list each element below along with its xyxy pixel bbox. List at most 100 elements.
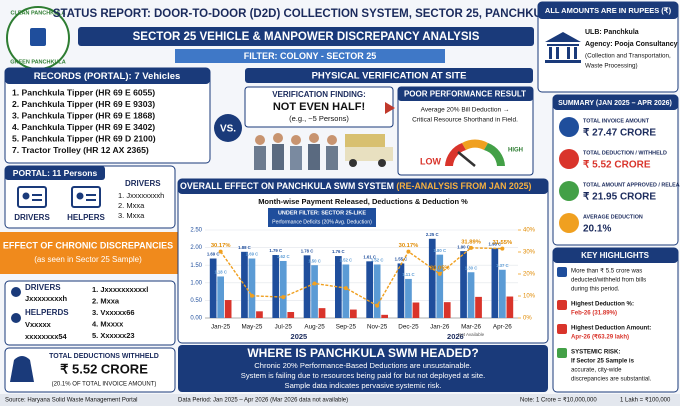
- bar-value-label: 1.11 C: [402, 272, 414, 277]
- driver-name: Jxxxxxxxxh: [25, 294, 68, 303]
- highlight-line: Feb-26 (31.89%): [571, 310, 617, 317]
- line-point: [281, 295, 286, 300]
- effect-subtitle: (as seen in Sector 25 Sample): [34, 255, 142, 264]
- line-point: [249, 293, 254, 298]
- bar-value-label: 2.25 C: [426, 232, 439, 237]
- gauge-needle: [457, 151, 476, 167]
- summary-icon: [559, 181, 579, 201]
- chart-title-note: (RE-ANALYSIS FROM JAN 2025): [396, 181, 531, 191]
- total-title: TOTAL DEDUCTIONS WITHHELD: [49, 353, 159, 360]
- records-header: [5, 68, 210, 84]
- highlight-line: discrepancies are substantial.: [571, 376, 652, 383]
- logo-text: CLEAN PANCHKULA: [11, 10, 66, 16]
- summary-icon: [559, 213, 579, 233]
- year-label: 2025: [291, 332, 308, 341]
- summary-icon: [559, 117, 579, 137]
- x-tick-label: May-25: [241, 324, 262, 331]
- footer-lakh: 1 Lakh = ₹100,000: [620, 397, 671, 404]
- bar-value-label: 1.30 C: [465, 265, 478, 270]
- info-line: Waste Processing): [585, 63, 638, 70]
- bar-value-label: 1.50 C: [308, 258, 321, 263]
- highlight-line: deducted/withheld from bills: [571, 277, 646, 284]
- summary-value: 20.1%: [583, 224, 611, 235]
- x-tick-label: Sep-25: [336, 324, 357, 331]
- logo-bin: [30, 28, 46, 46]
- total-note: (20.1% OF TOTAL INVOICE AMOUNT): [52, 382, 157, 388]
- line-point: [218, 249, 223, 254]
- line-point: [375, 303, 380, 308]
- annotation: Not Available: [458, 332, 485, 337]
- names-drivers-title: DRIVERS: [25, 283, 61, 292]
- bar: [303, 255, 311, 318]
- bar: [475, 296, 482, 318]
- bar-value-label: 1.76 C: [332, 249, 345, 254]
- y-tick-label: 2.00: [190, 245, 202, 251]
- footer-note: Note: 1 Crore = ₹10,000,000: [520, 397, 597, 404]
- y-tick-label: 0.50: [190, 298, 202, 304]
- outlook-line: Sample data indicates pervasive systemic…: [285, 381, 442, 390]
- summary-value: ₹ 5.52 CRORE: [583, 160, 651, 171]
- name-item: 3. Vxxxxx66: [92, 308, 135, 317]
- record-item: 3. Panchkula Tipper (HR 69 E 1868): [12, 110, 155, 120]
- highlight-line: during this period.: [571, 286, 620, 293]
- x-tick-label: Jul-25: [275, 324, 293, 331]
- building-icon: [545, 32, 581, 63]
- bar: [443, 302, 451, 318]
- portal-list-item: 2. Mxxa: [118, 201, 145, 210]
- logo-text: GREEN PANCHKULA: [10, 59, 66, 65]
- subtitle-banner: [78, 27, 534, 46]
- bar: [272, 254, 280, 318]
- bar-value-label: 1.62 C: [277, 254, 290, 259]
- bar: [287, 312, 295, 318]
- bar-value-label: 1.52 C: [340, 258, 353, 263]
- record-item: 2. Panchkula Tipper (HR 69 E 9303): [12, 99, 155, 109]
- chart-title: OVERALL EFFECT ON PANCHKULA SWM SYSTEM (…: [180, 181, 532, 191]
- arrow: [385, 102, 395, 114]
- chart-note: Performance Deficits (20% Avg. Deduction…: [272, 219, 372, 225]
- bar-value-label: 1.69 C: [207, 252, 220, 257]
- bar-value-label: 1.88 C: [238, 245, 251, 250]
- bar-value-label: 1.37 C: [496, 263, 509, 268]
- title: STATUS REPORT: DOOR-TO-DOOR (D2D) COLLEC…: [53, 8, 557, 20]
- highlight-line: If Sector 25 Sample is: [571, 358, 635, 365]
- bar: [460, 251, 467, 318]
- record-item: 1. Panchkula Tipper (HR 69 E 6055): [12, 87, 155, 97]
- summary-header: [553, 95, 678, 110]
- helper-name: Vxxxxx: [25, 320, 52, 329]
- x-tick-label: Aug-25: [304, 324, 325, 331]
- performance-line: Average 20% Bill Deduction →: [421, 107, 510, 114]
- gauge-high: [484, 143, 505, 166]
- info-banner-text: ALL AMOUNTS ARE IN RUPEES (₹): [545, 6, 672, 15]
- bar: [491, 248, 499, 318]
- bar-value-label: 1.98 C: [489, 241, 502, 246]
- bar: [318, 308, 326, 318]
- summary-label: TOTAL DEDUCTION / WITHHELD: [583, 150, 667, 156]
- outlook-banner: [178, 345, 548, 392]
- chart-subtitle: Month-wise Payment Released, Deductions …: [258, 197, 468, 206]
- bar-value-label: 1.78 C: [301, 248, 314, 253]
- line-value-label: 20.05%: [430, 265, 450, 271]
- y-tick-label: 1.50: [190, 263, 202, 269]
- highlights-header: [553, 248, 678, 263]
- record-item: 5. Panchkula Tipper (HR 69 D 2100): [12, 133, 156, 143]
- effect-arrow: [0, 224, 205, 282]
- x-tick-label: Mar-26: [461, 324, 481, 331]
- outlook-line: System is failing due to resources being…: [241, 371, 485, 380]
- bar: [506, 296, 514, 318]
- y2-tick-label: 30%: [523, 250, 536, 256]
- gauge-low: [445, 143, 466, 166]
- y2-tick-label: 20%: [523, 272, 536, 278]
- line-point: [406, 249, 411, 254]
- bar-value-label: 1.69 C: [246, 252, 259, 257]
- bar-value-label: 1.55 C: [395, 257, 408, 262]
- bar: [436, 254, 444, 318]
- portal-list-item: 3. Mxxa: [118, 211, 145, 220]
- bar-value-label: 1.90 C: [457, 244, 470, 249]
- names-box: [4, 280, 176, 346]
- bar: [366, 261, 373, 318]
- summary-label: TOTAL AMOUNT APPROVED / RELEASED: [583, 182, 680, 188]
- verification-header: [245, 68, 533, 83]
- line-point: [312, 281, 317, 286]
- name-item: 2. Mxxa: [92, 296, 120, 305]
- footer-period: Data Period: Jan 2025 – Apr 2026 (Mar 20…: [178, 398, 348, 404]
